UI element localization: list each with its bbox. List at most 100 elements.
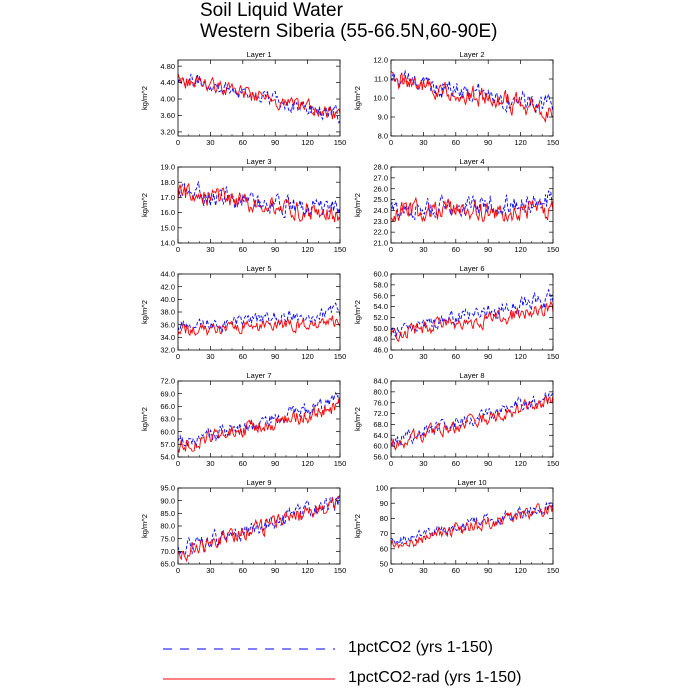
y-tick-label: 65.0	[160, 560, 175, 569]
y-tick-label: 12.0	[373, 56, 388, 65]
plot-frame	[177, 59, 341, 137]
x-tick-label: 30	[206, 352, 214, 361]
panel-7: Layer 7 kg/m^2 0 30 60 90 120 150 54.0 57.0 60.0 63…	[140, 371, 346, 468]
x-tick-label: 30	[419, 566, 427, 575]
y-tick-label: 3.20	[160, 127, 175, 136]
y-tick-label: 70.0	[160, 547, 175, 556]
x-tick-label: 120	[514, 566, 527, 575]
y-tick-label: 57.0	[160, 440, 175, 449]
y-tick-label: 72.0	[160, 377, 175, 386]
y-tick-label: 4.40	[160, 78, 175, 87]
x-tick-label: 0	[389, 459, 393, 468]
panel-5: Layer 5 kg/m^2 0 30 60 90 120 150 32.0 34.0 36.0 38…	[140, 264, 346, 361]
x-tick-label: 0	[389, 566, 393, 575]
series-line-1pctco2-rad	[391, 300, 553, 343]
panel-1: Layer 1 kg/m^2 0 30 60 90 120 150 3.20 3.60 4.00 4.…	[140, 50, 346, 147]
panel-8: Layer 8 kg/m^2 0 30 60 90 120 150 56.0 60.0 64.0 68…	[353, 371, 559, 468]
series-line-1pctco2-rad	[178, 398, 340, 453]
panel-title: Layer 7	[246, 371, 271, 380]
panel-2: Layer 2 kg/m^2 0 30 60 90 120 150 8.0 9.0 10.0 11.0…	[353, 50, 559, 147]
y-tick-label: 75.0	[160, 534, 175, 543]
y-tick-label: 18.0	[160, 178, 175, 187]
x-tick-label: 0	[176, 352, 180, 361]
x-tick-label: 120	[301, 566, 314, 575]
x-tick-label: 90	[271, 138, 279, 147]
y-tick-label: 85.0	[160, 509, 175, 518]
x-tick-label: 150	[334, 245, 347, 254]
x-tick-label: 60	[239, 566, 247, 575]
x-tick-label: 90	[484, 245, 492, 254]
x-tick-label: 0	[176, 138, 180, 147]
y-tick-label: 10.0	[373, 94, 388, 103]
plot-frame	[390, 273, 554, 351]
y-tick-label: 19.0	[160, 163, 175, 172]
y-tick-label: 24.0	[373, 206, 388, 215]
x-tick-label: 60	[239, 459, 247, 468]
y-tick-label: 52.0	[373, 313, 388, 322]
y-tick-label: 56.0	[373, 291, 388, 300]
x-tick-label: 120	[514, 245, 527, 254]
x-tick-label: 30	[419, 352, 427, 361]
series-line-1pctco2	[391, 70, 553, 114]
series-line-1pctco2	[391, 390, 553, 448]
panel-9: Layer 9 kg/m^2 0 30 60 90 120 150 65.0 70.0 75.0 80…	[140, 478, 346, 575]
x-tick-label: 90	[271, 566, 279, 575]
y-tick-label: 80.0	[373, 387, 388, 396]
panel-title: Layer 5	[246, 264, 271, 273]
y-tick-label: 8.0	[378, 132, 388, 141]
series-line-1pctco2-rad	[391, 70, 553, 123]
y-tick-label: 17.0	[160, 193, 175, 202]
y-tick-label: 14.0	[160, 239, 175, 248]
panel-title: Layer 6	[459, 264, 484, 273]
y-tick-label: 80.0	[160, 522, 175, 531]
x-tick-label: 30	[206, 245, 214, 254]
x-tick-label: 30	[419, 459, 427, 468]
y-tick-label: 21.0	[373, 239, 388, 248]
x-tick-label: 60	[239, 352, 247, 361]
panel-title: Layer 1	[246, 50, 271, 59]
y-axis-label: kg/m^2	[140, 300, 149, 324]
x-tick-label: 150	[547, 566, 560, 575]
panel-title: Layer 2	[459, 50, 484, 59]
y-tick-label: 54.0	[160, 453, 175, 462]
y-tick-label: 32.0	[160, 346, 175, 355]
y-axis-label: kg/m^2	[353, 300, 362, 324]
x-tick-label: 0	[389, 138, 393, 147]
y-axis-label: kg/m^2	[353, 514, 362, 538]
y-tick-label: 95.0	[160, 484, 175, 493]
y-tick-label: 50.0	[373, 324, 388, 333]
y-tick-label: 36.0	[160, 320, 175, 329]
y-tick-label: 28.0	[373, 163, 388, 172]
y-tick-label: 25.0	[373, 195, 388, 204]
x-tick-label: 120	[301, 138, 314, 147]
y-axis-label: kg/m^2	[140, 514, 149, 538]
x-tick-label: 90	[484, 566, 492, 575]
plot-frame	[390, 59, 554, 137]
y-tick-label: 4.00	[160, 95, 175, 104]
x-tick-label: 150	[334, 138, 347, 147]
y-tick-label: 4.80	[160, 62, 175, 71]
x-tick-label: 30	[419, 138, 427, 147]
x-tick-label: 150	[334, 459, 347, 468]
y-tick-label: 72.0	[373, 409, 388, 418]
panel-title: Layer 3	[246, 157, 271, 166]
series-line-1pctco2-rad	[391, 393, 553, 451]
y-tick-label: 46.0	[373, 346, 388, 355]
y-axis-label: kg/m^2	[140, 86, 149, 110]
y-tick-label: 34.0	[160, 333, 175, 342]
x-tick-label: 150	[547, 459, 560, 468]
series-line-1pctco2-rad	[391, 196, 553, 223]
x-tick-label: 0	[176, 245, 180, 254]
x-tick-label: 90	[484, 459, 492, 468]
series-line-1pctco2	[391, 288, 553, 340]
x-tick-label: 120	[301, 245, 314, 254]
y-tick-label: 11.0	[374, 75, 388, 84]
series-line-1pctco2-rad	[178, 315, 340, 337]
x-tick-label: 30	[206, 566, 214, 575]
x-tick-label: 60	[452, 566, 460, 575]
x-tick-label: 90	[484, 138, 492, 147]
panel-title: Layer 9	[246, 478, 271, 487]
plot-frame	[177, 273, 341, 351]
series-line-1pctco2	[178, 73, 340, 124]
x-tick-label: 60	[239, 138, 247, 147]
